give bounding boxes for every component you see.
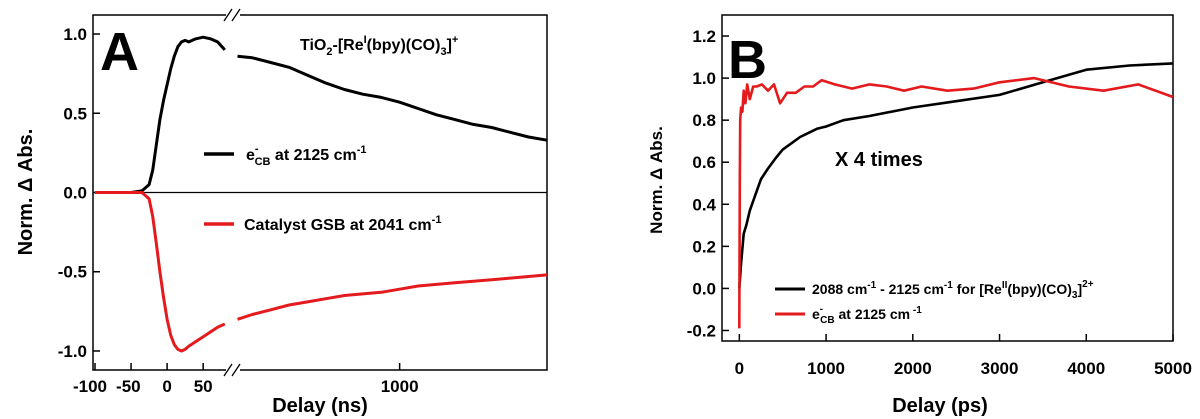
panel-b-x-ticks: 0 1000 2000 3000 4000 5000 — [735, 334, 1192, 378]
panel-b-series — [738, 62, 1174, 329]
panel-b-x-tick-label: 3000 — [981, 359, 1019, 378]
panel-a-annotation: TiO2-[ReI(bpy)(CO)3]+ — [300, 34, 458, 58]
panel-b-y-tick-label: 0.4 — [692, 195, 716, 214]
panel-b-y-tick-label: 1.0 — [692, 69, 716, 88]
panel-a-y-tick-label: -0.5 — [58, 263, 87, 282]
panel-a-x-tick-label: 1000 — [381, 377, 419, 396]
series-line-e-cb — [95, 35, 548, 194]
panel-b-y-axis-label: Norm. Δ Abs. — [647, 126, 666, 234]
panel-a-y-tick-label: 0.0 — [63, 184, 87, 203]
panel-a-y-ticks: -1.0 -0.5 0.0 0.5 1.0 — [58, 25, 100, 361]
panel-b-x-tick-label: 4000 — [1067, 359, 1105, 378]
panel-b-letter: B — [728, 30, 767, 90]
panel-a-x-tick-label: -100 — [73, 377, 107, 396]
panel-a-x-tick-label: 0 — [162, 377, 171, 396]
panel-a-series — [95, 35, 548, 353]
panel-a-letter: A — [100, 22, 139, 82]
panel-b-y-tick-label: 1.2 — [692, 27, 716, 46]
panel-b-x-tick-label: 5000 — [1154, 359, 1192, 378]
panel-a-x-ticks: -100 -50 0 50 1000 — [73, 363, 419, 396]
panel-a-x-tick-label: -50 — [116, 377, 141, 396]
panel-a-y-tick-label: 1.0 — [63, 25, 87, 44]
panel-b-y-tick-label: -0.2 — [687, 321, 716, 340]
panel-b-y-tick-label: 0.6 — [692, 153, 716, 172]
panel-a-y-tick-label: 0.5 — [63, 104, 87, 123]
panel-b-y-ticks: -0.2 0.0 0.2 0.4 0.6 0.8 1.0 1.2 — [687, 27, 729, 340]
panel-b-frame — [721, 14, 1174, 342]
legend-label-e-cb-b: e-CB at 2125 cm -1 — [812, 304, 922, 326]
legend-label-e-cb-a: e-CB at 2125 cm-1 — [246, 143, 367, 168]
panel-b-y-tick-label: 0.2 — [692, 237, 716, 256]
panel-a-y-axis-label: Norm. Δ Abs. — [15, 129, 37, 256]
panel-a-x-tick-label: 50 — [194, 377, 213, 396]
series-line-e-cb-ps — [738, 76, 1174, 329]
panel-b-annotation: X 4 times — [835, 149, 923, 171]
series-line-re-ii — [738, 62, 1174, 289]
legend-label-re-ii: 2088 cm-1 - 2125 cm-1 for [ReII(bpy)(CO)… — [812, 279, 1094, 301]
panel-b-y-tick-label: 0.8 — [692, 111, 716, 130]
panel-b-x-tick-label: 1000 — [807, 359, 845, 378]
panel-a-axis-break-bottom — [223, 363, 241, 377]
panel-b: -0.2 0.0 0.2 0.4 0.6 0.8 1.0 1.2 0 1000 2000 3000 4… — [647, 14, 1192, 417]
panel-a-y-tick-label: -1.0 — [58, 342, 87, 361]
panel-b-x-tick-label: 2000 — [894, 359, 932, 378]
legend-label-gsb: Catalyst GSB at 2041 cm-1 — [244, 214, 441, 234]
panel-a-x-axis-label: Delay (ns) — [272, 395, 368, 417]
panel-b-y-tick-label: 0.0 — [692, 279, 716, 298]
panel-a-axis-break-top — [223, 8, 241, 22]
panel-b-x-tick-label: 0 — [735, 359, 744, 378]
panel-b-x-axis-label: Delay (ps) — [892, 395, 988, 417]
panel-a: -1.0 -0.5 0.0 0.5 1.0 -100 -50 0 50 1000 A TiO2-… — [15, 8, 548, 417]
series-line-catalyst-gsb — [95, 191, 548, 353]
